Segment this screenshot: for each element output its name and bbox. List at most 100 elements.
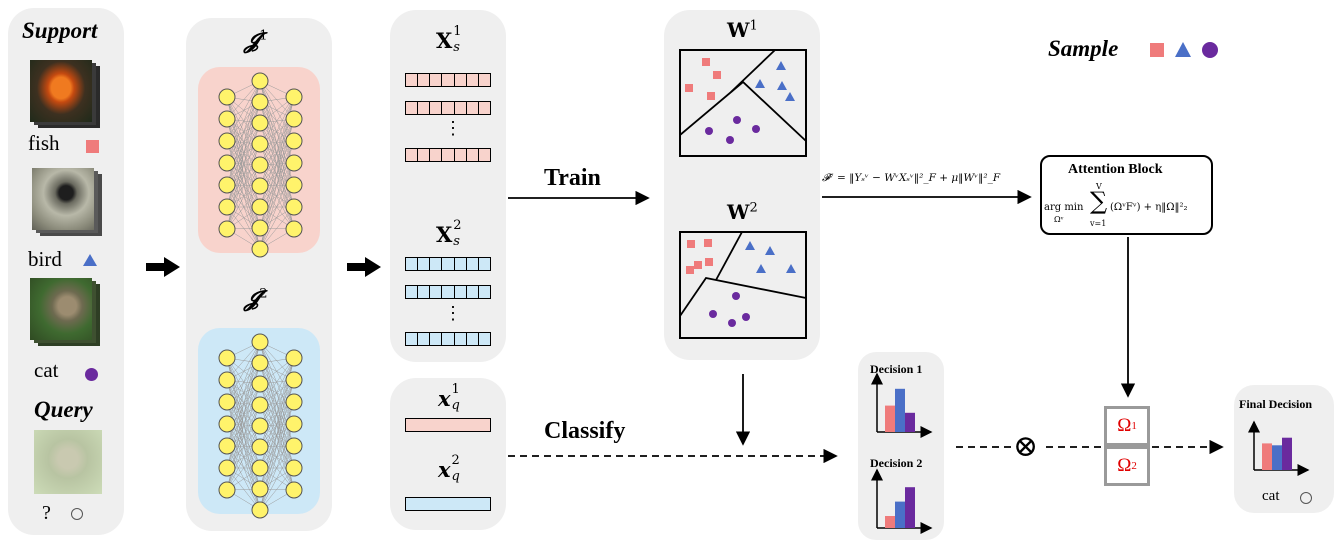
network-1-edge (259, 122, 295, 164)
w2-boundary-1 (679, 277, 807, 317)
network-1-neuron (251, 177, 269, 195)
network-2-edge (226, 401, 261, 469)
network-2-edge (226, 379, 261, 427)
network-1-edge (259, 80, 295, 164)
fusion-symbol: ⊗ (1013, 430, 1039, 463)
blue-triangle (745, 241, 755, 250)
fat-arrow-2 (347, 257, 381, 277)
network-2-neuron (218, 459, 236, 477)
network-2-edge (259, 423, 295, 511)
network-2-edge (226, 445, 261, 490)
train-label: Train (544, 165, 601, 191)
query-label: ? (42, 502, 51, 524)
decision-1-chart-bar-2 (895, 388, 905, 432)
network-1-edge (259, 80, 295, 142)
network-1-edge (259, 96, 295, 166)
network-2-edge (226, 445, 261, 511)
network-2-edge (259, 404, 295, 447)
cat-circle-marker (85, 368, 98, 381)
query-title: Query (34, 397, 93, 422)
network-2-edge (259, 404, 295, 491)
network-1-edge (226, 118, 261, 187)
xq1-vector (405, 418, 491, 432)
network-1-edge (226, 80, 261, 164)
legend-square (1150, 43, 1164, 57)
network-1-neuron (251, 135, 269, 153)
network-1-edge (226, 185, 261, 230)
network-1-neuron (218, 198, 236, 216)
network-1-neuron (218, 88, 236, 106)
blue-triangle (776, 61, 786, 70)
network-2-neuron (251, 459, 269, 477)
network-2-neuron (285, 349, 303, 367)
network-2-edge (259, 357, 295, 406)
network-2-neuron (218, 371, 236, 389)
network-2-neuron (218, 349, 236, 367)
fish-label: fish (28, 131, 60, 155)
network-1-edge (226, 140, 261, 229)
decision-1-chart-bar-1 (885, 405, 895, 432)
bird-label: bird (28, 247, 62, 271)
support-title: Support (22, 18, 98, 43)
blue-triangle (785, 92, 795, 101)
network-1-edge (226, 162, 261, 208)
formula-body: (ΩᵛFᵛ) + η‖Ω‖²₂ (1110, 202, 1188, 213)
w1-boundary-1 (679, 80, 807, 142)
network-2-edge (259, 341, 295, 403)
network-2-edge (226, 341, 261, 425)
network-2-edge (226, 379, 261, 448)
network-2-edge (226, 357, 261, 427)
sum-top: V (1096, 182, 1102, 191)
classify-label: Classify (544, 418, 626, 444)
red-square (686, 266, 694, 274)
xs1-vector-1 (405, 73, 491, 87)
network-2-neuron (218, 415, 236, 433)
network-1-neuron (251, 93, 269, 111)
network-1-neuron (251, 240, 269, 258)
cat-label: cat (34, 358, 59, 382)
xs2-vector-1 (405, 257, 491, 271)
attention-block (1040, 155, 1213, 235)
red-square (687, 240, 695, 248)
network-1-edge (226, 162, 261, 229)
argmin: arg min (1044, 202, 1084, 213)
network-2-edge (226, 401, 261, 448)
network-2-edge (259, 425, 295, 469)
bird-image (32, 168, 104, 236)
network-1-edge (259, 184, 295, 250)
network-1-edge (226, 96, 261, 145)
network-2-edge (259, 467, 295, 511)
argmin-under: Ωᵛ (1054, 215, 1064, 224)
network-1-neuron (285, 110, 303, 128)
network-1-edge (226, 206, 261, 250)
w2-label: W2 (727, 200, 758, 224)
network-2-edge (259, 357, 295, 427)
network-1-edge (259, 206, 295, 250)
blue-triangle (786, 264, 796, 273)
w1-boundary-2 (730, 49, 776, 93)
network-1-edge (259, 143, 295, 186)
network-1-edge (259, 143, 295, 208)
purple-dot (728, 319, 736, 327)
network-2-edge (259, 383, 295, 425)
red-square (702, 58, 710, 66)
fat-arrow-1 (146, 257, 180, 277)
red-square (707, 92, 715, 100)
network-2-title: 𝓙2 (244, 286, 268, 312)
final-chart-bar-2 (1272, 445, 1282, 470)
network-2-edge (259, 383, 295, 447)
purple-dot (705, 127, 713, 135)
query-image (34, 430, 102, 494)
network-1-edge (259, 122, 295, 208)
xs1-vector-2 (405, 101, 491, 115)
query-empty-circle (71, 508, 83, 520)
xq2-vector (405, 497, 491, 511)
network-1-edge (226, 96, 261, 166)
network-2-neuron (218, 437, 236, 455)
decision-1-title: Decision 1 (870, 362, 923, 376)
sum-bottom: v=1 (1090, 219, 1107, 228)
loss-formula: 𝓕ᵛ = ‖Yₛᵛ − WᵛXₛᵛ‖²_F + μ‖Wᵛ‖²_F (822, 172, 1001, 184)
